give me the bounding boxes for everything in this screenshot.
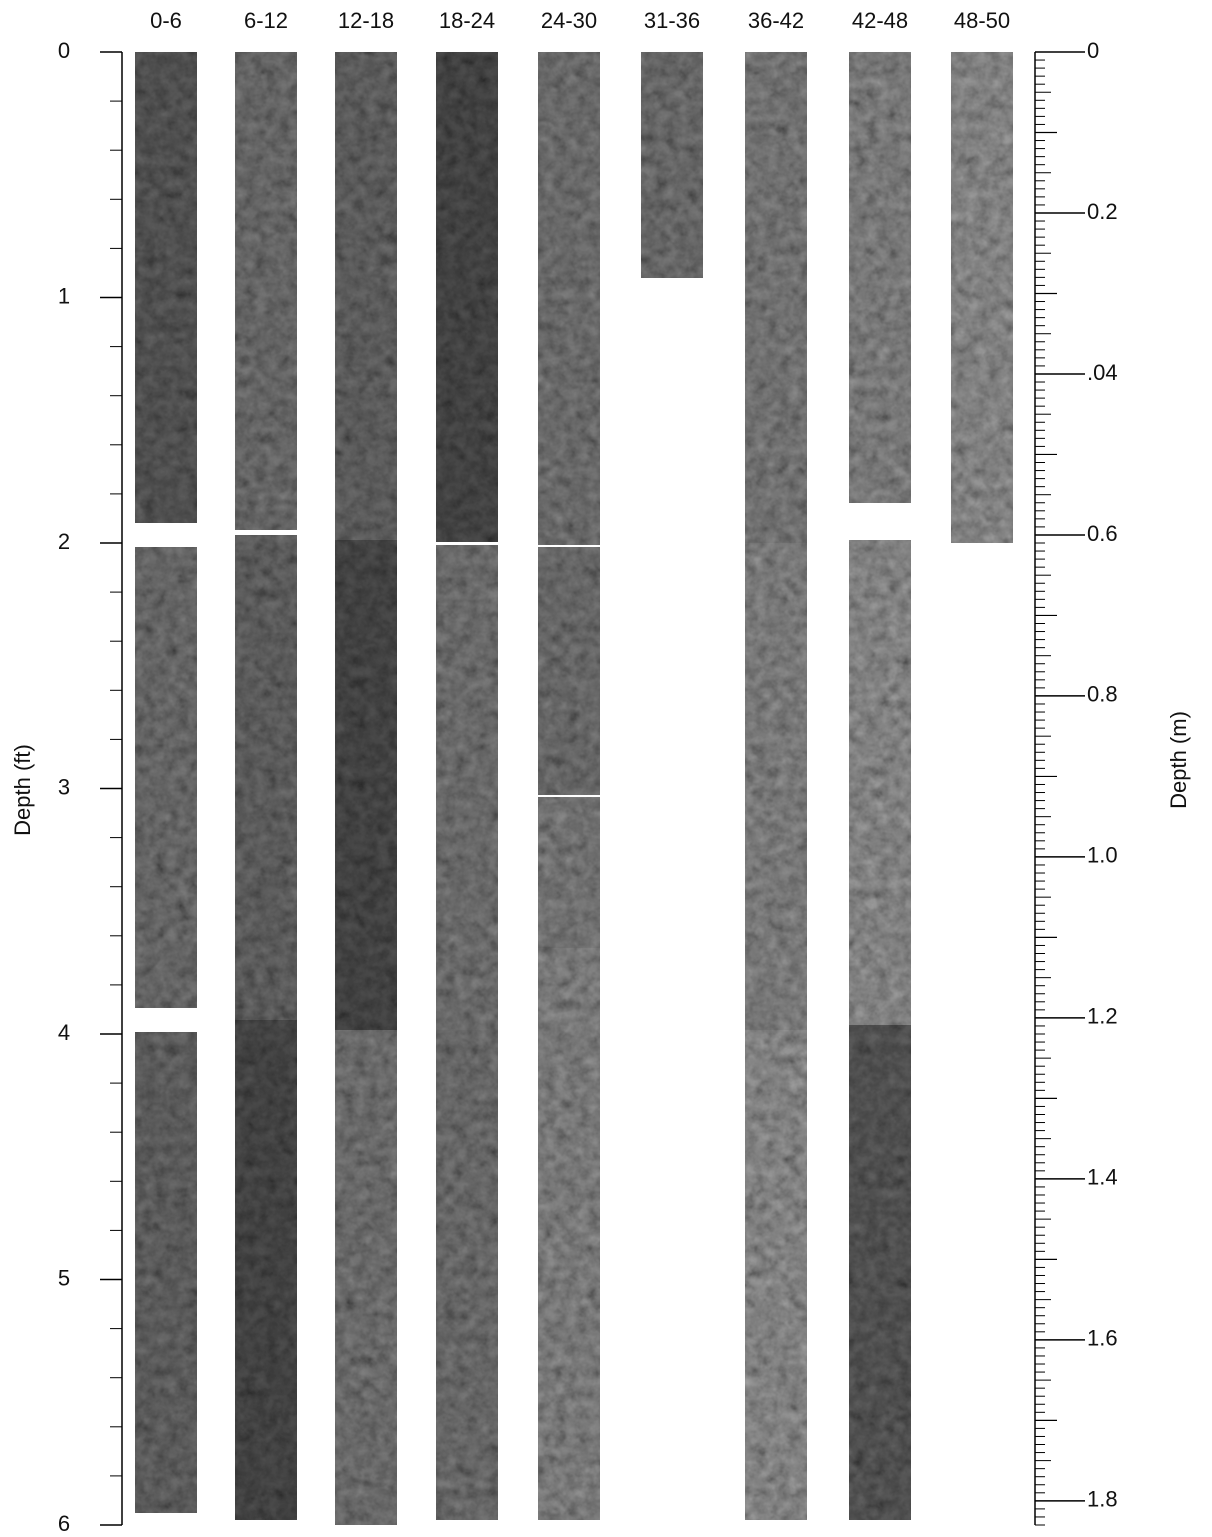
right-tick-label: 0.6 <box>1087 521 1118 546</box>
core-segment <box>235 535 297 1020</box>
left-tick-label: 4 <box>58 1020 70 1045</box>
core-segment <box>335 540 397 1030</box>
left-tick-label: 5 <box>58 1265 70 1290</box>
core-segment <box>951 52 1013 543</box>
right-tick-label: 1.8 <box>1087 1487 1118 1512</box>
core-segment <box>745 1030 807 1520</box>
column-label: 12-18 <box>338 8 394 33</box>
left-tick-label: 3 <box>58 774 70 799</box>
left-tick-label: 1 <box>58 283 70 308</box>
core-segment <box>135 1032 197 1513</box>
core-segment <box>538 52 600 545</box>
core-segment <box>436 1030 498 1520</box>
left-tick-label: 2 <box>58 529 70 554</box>
left-tick-label: 0 <box>58 38 70 63</box>
core-segment <box>538 797 600 948</box>
column-label: 6-12 <box>244 8 288 33</box>
core-segment <box>135 52 197 523</box>
column-label: 24-30 <box>541 8 597 33</box>
column-label: 18-24 <box>439 8 495 33</box>
core-segment <box>235 1020 297 1520</box>
core-segment <box>538 547 600 795</box>
right-tick-label: 1.6 <box>1087 1326 1118 1351</box>
core-segment <box>235 52 297 530</box>
core-segment <box>745 543 807 1030</box>
left-axis-title: Depth (ft) <box>10 744 35 836</box>
right-tick-label: 1.0 <box>1087 843 1118 868</box>
column-label: 36-42 <box>748 8 804 33</box>
right-axis-title: Depth (m) <box>1166 711 1191 809</box>
core-segment <box>538 948 600 1520</box>
core-segment <box>436 545 498 1030</box>
core-segment <box>135 547 197 1008</box>
column-label: 31-36 <box>644 8 700 33</box>
core-segment <box>335 1030 397 1525</box>
column-label: 0-6 <box>150 8 182 33</box>
core-segment <box>335 52 397 540</box>
right-tick-label: .04 <box>1087 360 1118 385</box>
right-tick-label: 0.8 <box>1087 682 1118 707</box>
core-segment <box>849 1025 911 1520</box>
core-segment <box>849 52 911 503</box>
left-tick-label: 6 <box>58 1511 70 1532</box>
column-label: 42-48 <box>852 8 908 33</box>
column-label: 48-50 <box>954 8 1010 33</box>
right-tick-label: 1.2 <box>1087 1004 1118 1029</box>
right-tick-label: 1.4 <box>1087 1165 1118 1190</box>
right-tick-label: 0 <box>1087 38 1099 63</box>
right-tick-label: 0.2 <box>1087 199 1118 224</box>
core-segment <box>641 52 703 278</box>
core-segment <box>436 52 498 542</box>
core-segment <box>745 52 807 543</box>
core-segment <box>849 540 911 1025</box>
